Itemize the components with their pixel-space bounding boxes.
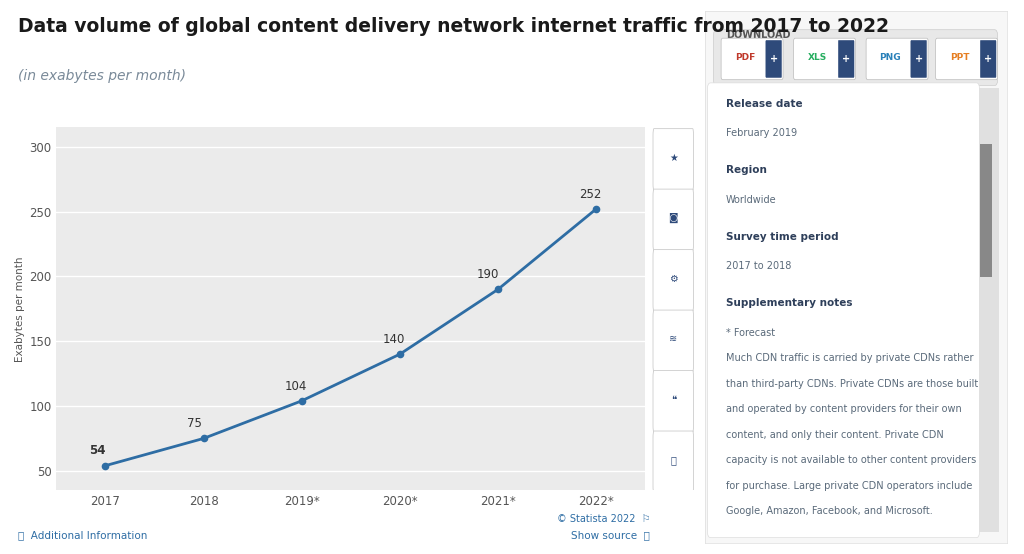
Text: ◙: ◙ <box>669 213 678 223</box>
FancyBboxPatch shape <box>653 189 693 251</box>
Text: +: + <box>842 54 850 64</box>
Text: +: + <box>984 54 992 64</box>
Text: for purchase. Large private CDN operators include: for purchase. Large private CDN operator… <box>726 481 972 491</box>
Text: ≋: ≋ <box>670 334 677 344</box>
Text: ★: ★ <box>669 153 678 163</box>
Text: 54: 54 <box>89 444 105 458</box>
FancyBboxPatch shape <box>653 129 693 191</box>
Text: ⓘ  Additional Information: ⓘ Additional Information <box>18 530 147 540</box>
Text: capacity is not available to other content providers: capacity is not available to other conte… <box>726 455 976 465</box>
FancyBboxPatch shape <box>936 38 997 80</box>
Text: Worldwide: Worldwide <box>726 194 776 204</box>
Text: PPT: PPT <box>950 53 970 63</box>
FancyBboxPatch shape <box>866 38 928 80</box>
Text: * Forecast: * Forecast <box>726 327 775 337</box>
Text: ⎙: ⎙ <box>671 455 676 465</box>
FancyBboxPatch shape <box>653 371 693 432</box>
Text: +: + <box>914 54 923 64</box>
Text: DOWNLOAD: DOWNLOAD <box>726 30 791 40</box>
Text: Show source  ⓘ: Show source ⓘ <box>571 530 650 540</box>
FancyBboxPatch shape <box>766 40 781 78</box>
FancyBboxPatch shape <box>794 38 856 80</box>
Bar <box>979 88 999 532</box>
Text: 75: 75 <box>186 417 202 430</box>
FancyBboxPatch shape <box>721 38 783 80</box>
FancyBboxPatch shape <box>653 250 693 311</box>
FancyBboxPatch shape <box>980 40 996 78</box>
Text: 190: 190 <box>477 268 500 281</box>
Text: Google, Amazon, Facebook, and Microsoft.: Google, Amazon, Facebook, and Microsoft. <box>726 506 933 516</box>
FancyBboxPatch shape <box>839 40 854 78</box>
Text: PNG: PNG <box>880 53 901 63</box>
Text: +: + <box>770 54 778 64</box>
Bar <box>980 144 992 277</box>
Text: February 2019: February 2019 <box>726 128 797 138</box>
FancyBboxPatch shape <box>714 30 997 85</box>
Text: ❝: ❝ <box>671 394 676 404</box>
Text: 140: 140 <box>383 333 406 346</box>
Text: content, and only their content. Private CDN: content, and only their content. Private… <box>726 430 943 440</box>
Text: Release date: Release date <box>726 99 802 109</box>
Text: Much CDN traffic is carried by private CDNs rather: Much CDN traffic is carried by private C… <box>726 353 973 363</box>
Text: PDF: PDF <box>735 53 756 63</box>
Text: than third-party CDNs. Private CDNs are those built: than third-party CDNs. Private CDNs are … <box>726 378 978 388</box>
Text: Region: Region <box>726 165 767 175</box>
Text: Supplementary notes: Supplementary notes <box>726 298 852 308</box>
FancyBboxPatch shape <box>653 310 693 372</box>
Text: ⚙: ⚙ <box>669 274 678 284</box>
Text: Data volume of global content delivery network internet traffic from 2017 to 202: Data volume of global content delivery n… <box>18 17 890 35</box>
Text: XLS: XLS <box>808 53 827 63</box>
Text: (in exabytes per month): (in exabytes per month) <box>18 69 186 83</box>
Text: and operated by content providers for their own: and operated by content providers for th… <box>726 404 962 414</box>
FancyBboxPatch shape <box>708 83 979 537</box>
Text: 104: 104 <box>285 379 307 393</box>
FancyBboxPatch shape <box>910 40 927 78</box>
Text: Survey time period: Survey time period <box>726 232 839 242</box>
FancyBboxPatch shape <box>653 431 693 493</box>
Text: 2017 to 2018: 2017 to 2018 <box>726 261 791 271</box>
Text: © Statista 2022  ⚐: © Statista 2022 ⚐ <box>557 514 650 524</box>
Y-axis label: Exabytes per month: Exabytes per month <box>15 256 25 362</box>
Text: 252: 252 <box>580 188 602 201</box>
